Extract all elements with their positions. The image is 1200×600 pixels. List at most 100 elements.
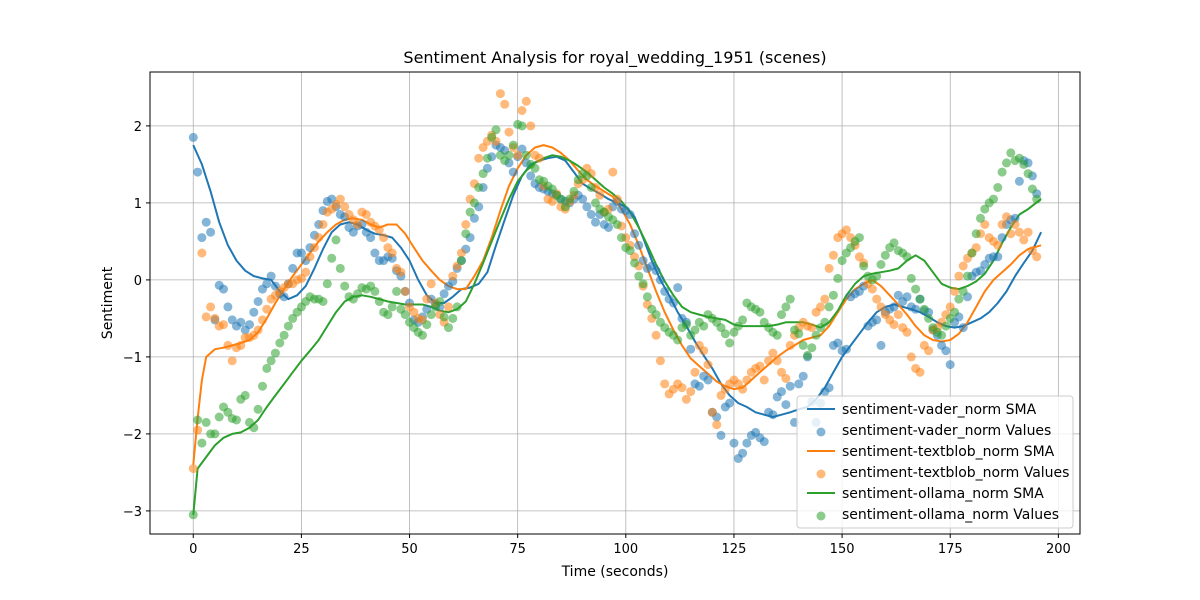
sentiment-ollama-norm-point [824,302,834,312]
sentiment-vader-norm-point [889,302,899,312]
sentiment-vader-norm-point [759,437,769,447]
sentiment-ollama-norm-point [1019,159,1029,169]
plot-frame [149,71,1081,535]
sentiment-ollama-norm-point [794,329,804,339]
sentiment-textblob-norm-point [1019,235,1029,245]
sentiment-ollama-norm-point [478,169,488,179]
sentiment-textblob-norm-point [759,375,769,385]
sentiment-vader-norm-point [651,266,661,276]
sentiment-vader-norm-point [508,167,518,177]
sentiment-textblob-norm-point [681,394,691,404]
sentiment-textblob-norm-point [309,243,319,253]
sentiment-textblob-norm-point [456,248,466,258]
sentiment-textblob-norm-point [262,304,272,314]
sentiment-ollama-norm-point [193,415,203,425]
sentiment-vader-norm-point [253,297,263,306]
sentiment-ollama-norm-point [785,294,795,304]
sentiment-ollama-norm-point [967,248,977,258]
sentiment-ollama-norm-point [880,250,890,260]
sentiment-textblob-norm-point [206,302,216,312]
sentiment-ollama-norm-point [521,150,531,160]
sentiment-ollama-norm-point [253,404,263,414]
x-tick-label: 25 [293,542,310,557]
sentiment-ollama-norm-point [798,340,808,350]
sentiment-vader-norm-point [725,398,735,408]
sentiment-textblob-norm-point [785,340,795,350]
sentiment-textblob-norm-point [444,302,453,312]
x-tick-label: 75 [509,542,526,557]
sentiment-textblob-norm-point [361,210,371,219]
sentiment-vader-norm-point [716,430,726,440]
sentiment-textblob-norm-point [340,202,350,212]
sentiment-ollama-norm-point [738,315,748,325]
sentiment-ollama-norm-point [902,252,912,262]
sentiment-ollama-norm-point [439,312,449,322]
sentiment-textblob-norm-point [660,379,670,389]
sentiment-vader-norm-point [625,210,635,219]
sentiment-ollama-norm-point [777,310,786,320]
sentiment-vader-norm-point [768,410,778,420]
sentiment-vader-norm-point [941,346,951,356]
sentiment-vader-norm-point [582,202,592,212]
sentiment-textblob-norm-point [958,261,968,271]
y-tick-label: −3 [123,505,142,520]
sentiment-textblob-norm-point [396,267,406,277]
sentiment-textblob-norm-point [1023,227,1033,237]
sentiment-textblob-norm-point [915,367,925,377]
sentiment-vader-norm-point [694,381,704,391]
sentiment-ollama-norm-point [919,304,929,314]
sentiment-vader-norm-point [236,317,246,327]
sentiment-ollama-norm-point [331,235,341,245]
sentiment-ollama-norm-point [556,194,566,204]
sentiment-textblob-norm-point [781,374,791,383]
sentiment-ollama-norm-point [958,286,968,296]
legend: sentiment-vader_norm SMA sentiment-vader_… [796,395,1074,529]
sentiment-vader-norm-point [785,381,795,391]
sentiment-ollama-norm-point [699,321,709,331]
sentiment-textblob-norm-point [258,315,267,325]
sentiment-vader-norm-point [439,289,449,299]
sentiment-textblob-norm-point [768,348,778,358]
sentiment-textblob-norm-point [301,267,311,277]
sentiment-vader-norm-point [872,315,882,325]
sentiment-vader-norm-point [201,217,211,227]
sentiment-ollama-norm-point [188,510,198,520]
sentiment-vader-norm-point [911,304,921,314]
sentiment-ollama-norm-point [950,307,960,317]
sentiment-ollama-norm-point [651,310,661,320]
sentiment-ollama-norm-point [530,163,540,173]
legend-marker-swatch [816,469,826,479]
sentiment-ollama-norm-point [504,150,514,160]
sentiment-textblob-norm-point [379,233,389,243]
legend-entry-label: sentiment-vader_norm SMA [842,402,1037,418]
sentiment-ollama-norm-point [725,338,735,348]
sentiment-vader-norm-point [219,284,228,294]
sentiment-ollama-norm-point [673,335,683,345]
sentiment-vader-norm-point [206,227,216,237]
sentiment-textblob-norm-point [906,352,916,362]
sentiment-textblob-norm-point [500,99,510,109]
x-tick-label: 150 [830,542,855,557]
sentiment-ollama-norm-point [560,202,570,212]
series-group [188,89,1043,520]
legend-entry-label: sentiment-textblob_norm Values [842,465,1069,481]
sentiment-vader-norm-point [841,344,851,354]
sentiment-ollama-norm-point [279,330,289,340]
sentiment-textblob-norm-point [950,286,960,296]
sentiment-ollama-norm-point [954,294,964,304]
sentiment-ollama-norm-point [327,253,337,263]
sentiment-textblob-norm-point [889,320,899,330]
sentiment-ollama-norm-point [283,321,293,331]
chart-title: Sentiment Analysis for royal_wedding_195… [403,48,826,68]
sentiment-textblob-norm-point [513,150,523,160]
sentiment-ollama-norm-point [465,207,475,217]
sentiment-vader-norm-point [1010,213,1020,223]
sentiment-vader-norm-point [794,379,804,389]
sentiment-textblob-norm-point [374,225,384,235]
sentiment-ollama-norm-point [811,330,821,340]
sentiment-ollama-norm-point [565,194,575,204]
sentiment-vader-norm-point [781,400,791,410]
sentiment-textblob-norm-point [426,279,436,289]
sentiment-ollama-norm-point [937,330,947,340]
y-axis-label: Sentiment [100,266,116,339]
